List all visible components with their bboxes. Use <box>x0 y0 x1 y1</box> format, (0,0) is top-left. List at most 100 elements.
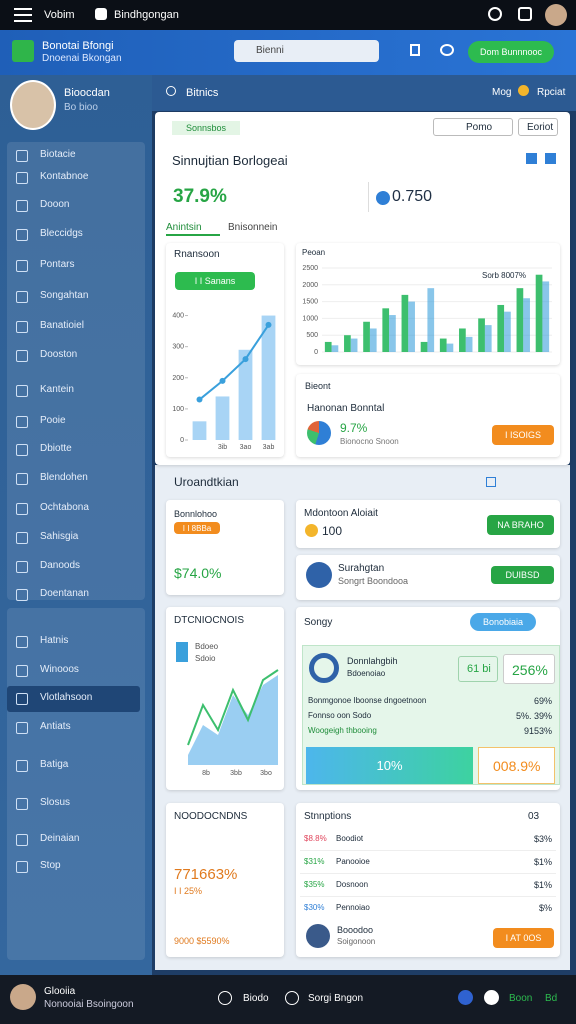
bar <box>369 328 377 352</box>
menu-item[interactable]: Danoods <box>15 560 80 573</box>
menu-label: Pontars <box>40 259 75 270</box>
row-badge: $31% <box>304 857 325 866</box>
bar <box>408 301 415 352</box>
card-foot: 9000 $5590% <box>174 936 230 946</box>
menu-item[interactable]: Antiats <box>16 721 71 734</box>
avatar <box>306 924 330 948</box>
filter[interactable]: Pomo <box>433 118 513 136</box>
filter[interactable]: Eoriot <box>518 118 558 136</box>
tab[interactable]: Bnisonnein <box>228 222 278 233</box>
icon[interactable] <box>410 44 420 56</box>
card-value: $74.0% <box>174 565 222 581</box>
menu-item[interactable]: Slosus <box>15 797 70 810</box>
icon[interactable] <box>526 153 537 164</box>
row-badge: $8.8% <box>304 834 327 843</box>
icon <box>309 653 339 683</box>
menu-item[interactable]: Pontars <box>15 259 75 272</box>
menu-item[interactable]: Hatnis <box>15 635 68 648</box>
menu-item[interactable]: Dooston <box>15 349 78 362</box>
tab[interactable]: Anintsin <box>166 220 220 236</box>
row-name: Boodiot <box>336 834 364 843</box>
menu-item[interactable]: Dbiotte <box>16 443 72 456</box>
menu-item[interactable]: Banatioiel <box>16 320 84 333</box>
stat: 008.9% <box>478 747 555 784</box>
y-tick-label: 2500 <box>302 265 318 272</box>
menu-item[interactable]: Doentanan <box>16 588 89 601</box>
menu-item[interactable]: Sahisgia <box>15 531 78 544</box>
y-tick-label: 0 <box>180 437 184 444</box>
legend-swatch <box>176 642 188 662</box>
menu-group <box>7 608 145 960</box>
header-button[interactable]: Dom Bunnnooc <box>468 41 554 63</box>
row-name: Panooioe <box>336 857 370 866</box>
bar <box>504 311 511 352</box>
menu-item[interactable]: Kontabnoe <box>15 171 88 184</box>
icon[interactable] <box>488 7 502 21</box>
menu-label: Pooie <box>40 415 66 426</box>
menu-item[interactable]: Winooos <box>16 664 79 677</box>
kpi: 0.750 <box>392 188 433 205</box>
area <box>188 675 278 765</box>
icon <box>166 86 176 96</box>
legend: Bdoeo <box>195 642 219 651</box>
search-box[interactable]: Bienni <box>234 40 379 62</box>
menu-icon[interactable] <box>14 8 32 22</box>
icon[interactable] <box>440 44 454 56</box>
row-badge: $35% <box>304 880 325 889</box>
menu-label: Dooston <box>40 349 78 360</box>
menu-item[interactable]: Blendohen <box>16 472 88 485</box>
avatar[interactable] <box>545 4 567 26</box>
icon[interactable] <box>218 991 232 1005</box>
icon <box>518 85 529 96</box>
card-value: 100 <box>322 524 343 538</box>
button[interactable]: NA BRAHO <box>487 515 554 535</box>
menu-label: Winooos <box>40 664 79 675</box>
button[interactable]: DUIBSD <box>491 566 554 584</box>
menu-item[interactable]: Deinaian <box>15 833 79 846</box>
menu-item[interactable]: Stop <box>16 860 61 873</box>
menu-item[interactable]: Ochtabona <box>16 502 89 515</box>
button[interactable]: I AT 0OS <box>493 928 554 948</box>
sidebar <box>0 75 152 975</box>
footer-link[interactable]: Sorgi Bngon <box>308 993 364 1004</box>
footer-name: Glooiia <box>44 986 76 997</box>
menu-item[interactable]: Dooon <box>15 199 69 212</box>
button[interactable]: Bonobiaia <box>470 613 536 631</box>
footer-right: Bd <box>545 993 558 1004</box>
toolbar <box>152 75 576 111</box>
card-sub: Bionocno Snoon <box>340 437 399 446</box>
progress-bar: 10% <box>306 747 473 784</box>
bar <box>238 349 253 440</box>
profile-avatar <box>10 80 56 130</box>
icon[interactable] <box>518 7 532 21</box>
row-value: $1% <box>533 880 552 890</box>
panel-title: Sinnujtian Borlogeai <box>172 153 288 168</box>
bar <box>420 341 428 352</box>
card-title: Stnnptions <box>304 811 352 822</box>
inner-sub: Bdoenoiao <box>347 669 386 678</box>
menu-item[interactable]: Kantein <box>16 384 74 397</box>
card <box>166 500 284 595</box>
menu-item[interactable]: Pooie <box>16 415 66 428</box>
footer-link[interactable]: Biodo <box>243 993 269 1004</box>
icon[interactable] <box>285 991 299 1005</box>
y-tick-label: 300 <box>172 344 184 351</box>
button[interactable]: I ISOIGS <box>492 425 554 445</box>
chart-title: Rnansoon <box>174 249 220 260</box>
icon[interactable] <box>486 477 496 487</box>
toolbar-link[interactable]: Rpciat <box>537 87 566 98</box>
toolbar-link[interactable]: Mog <box>492 87 512 98</box>
menu-item[interactable]: Vlotlahsoon <box>15 692 92 705</box>
menu-item[interactable]: Bleccidgs <box>16 228 83 241</box>
menu-item[interactable]: Songahtan <box>15 290 88 303</box>
icon[interactable] <box>545 153 556 164</box>
chart-legend: Sorb 8007% <box>482 271 527 280</box>
bar <box>478 318 485 352</box>
menu-item[interactable]: Biotacie <box>16 149 76 162</box>
bar <box>389 315 396 352</box>
x-tick-label: 3ab <box>263 444 275 451</box>
person-sub: Soigonoon <box>337 937 376 946</box>
row-value: $1% <box>533 857 552 867</box>
menu-item[interactable]: Batiga <box>15 759 68 772</box>
